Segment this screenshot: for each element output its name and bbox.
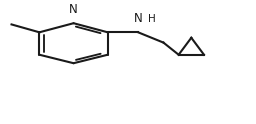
Text: H: H (148, 14, 155, 24)
Text: N: N (69, 3, 78, 16)
Text: N: N (134, 13, 143, 25)
